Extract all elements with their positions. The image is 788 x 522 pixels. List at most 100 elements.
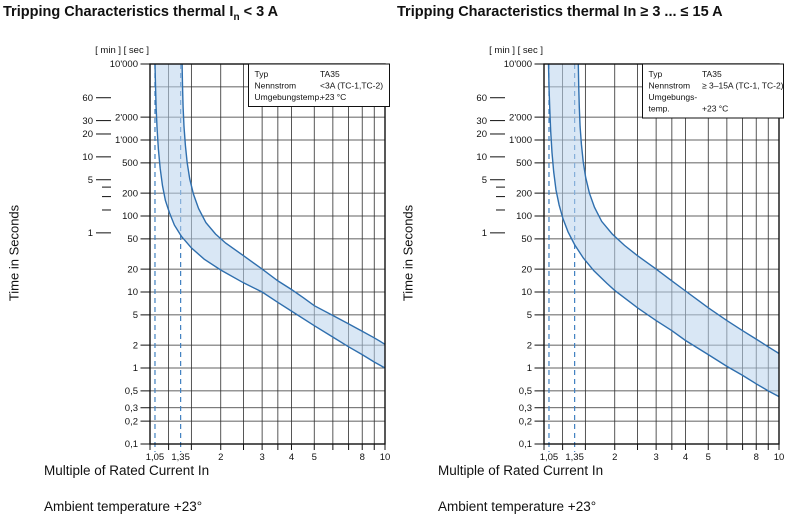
y-tick-label-min: 1: [482, 228, 487, 239]
legend-value: TA35: [320, 69, 340, 79]
x-tick-label: 10: [774, 452, 785, 463]
legend-label: Nennstrom: [255, 81, 297, 91]
y-tick-label-sec: 5: [527, 310, 532, 321]
y-tick-label-sec: 0,2: [519, 416, 532, 427]
y-tick-label-min: 30: [82, 116, 93, 127]
grid: [149, 63, 386, 445]
legend-label: Nennstrom: [649, 81, 691, 91]
trip-curve-min-trip-time: [547, 63, 780, 398]
y-tick-label-sec: 0,1: [519, 439, 532, 450]
x-tick-label: 4: [683, 452, 688, 463]
y-tick-label-min: 20: [476, 129, 487, 140]
y-tick-label-sec: 2'000: [115, 112, 138, 123]
x-tick-label: 1,05: [146, 452, 165, 463]
x-tick-label: 1,05: [540, 452, 559, 463]
chart-title-text: Tripping Characteristics thermal I: [3, 4, 234, 20]
y-tick-label-sec: 2: [527, 340, 532, 351]
x-tick-label: 8: [754, 452, 759, 463]
y-tick-label-sec: 100: [516, 211, 532, 222]
y-tick-label-min: 10: [82, 152, 93, 163]
x-axis-label: Multiple of Rated Current In: [438, 463, 604, 478]
ambient-temperature-note: Ambient temperature +23°: [438, 499, 597, 514]
unit-header: [ min ] [ sec ]: [489, 45, 543, 56]
tolerance-band: [155, 64, 385, 368]
y-tick-label-min: 5: [482, 175, 487, 186]
y-tick-label-min: 20: [82, 129, 93, 140]
y-tick-label-sec: 1'000: [509, 135, 532, 146]
x-tick-label: 4: [289, 452, 294, 463]
y-tick-label-sec: 0,5: [125, 386, 138, 397]
y-tick-label-sec: 100: [122, 211, 138, 222]
y-tick-label-sec: 50: [521, 234, 532, 245]
x-axis: 1,05 1,35 2 3 4 5 8 10: [540, 444, 785, 463]
y-tick-label-sec: 2'000: [509, 112, 532, 123]
x-tick-label: 3: [259, 452, 264, 463]
y-tick-label-sec: 10'000: [110, 59, 138, 70]
x-tick-label: 2: [218, 452, 223, 463]
y-axis-seconds: 10'000 2'000 1'000 500 200 100 50 20 10 5 2 1 0,5 0,3…: [504, 59, 544, 450]
y-tick-label-sec: 500: [516, 158, 532, 169]
y-axis-minutes: 60 30 20 10 5 1: [82, 93, 111, 239]
y-tick-label-sec: 2: [133, 340, 138, 351]
y-axis-label: Time in Seconds: [6, 204, 22, 302]
y-tick-label-sec: 20: [127, 264, 138, 275]
chart-title: Tripping Characteristics thermal In ≥ 3 …: [397, 4, 723, 23]
legend-label: Typ: [649, 69, 663, 79]
trip-curve-max-trip-time: [181, 63, 386, 345]
ambient-temperature-note: Ambient temperature +23°: [44, 499, 203, 514]
legend-box: [642, 63, 784, 119]
trip-curve-min-trip-time: [154, 63, 386, 369]
y-tick-label-sec: 50: [127, 234, 138, 245]
y-axis-label: Time in Seconds: [400, 204, 416, 302]
legend: Typ TA35 Nennstrom ≥ 3–15A (TC-1, TC-2) Umge…: [642, 63, 784, 119]
chart-title-text: Tripping Characteristics thermal In ≥ 3 …: [397, 4, 723, 20]
legend-value: <3A (TC-1,TC-2): [320, 81, 383, 91]
y-axis-minutes: 60 30 20 10 5 1: [476, 93, 505, 239]
y-tick-label-min: 1: [88, 228, 93, 239]
plot-frame: [149, 63, 386, 445]
y-tick-label-sec: 0,3: [519, 403, 532, 414]
y-tick-label-sec: 0,1: [125, 439, 138, 450]
x-tick-label: 10: [380, 452, 391, 463]
chart-title-subscript: n: [233, 11, 240, 23]
trip-curve-chart: 10'000 2'000 1'000 500 200 100 50 20 10 5 2 1 0,5 0,3…: [476, 45, 785, 463]
y-tick-label-sec: 0,2: [125, 416, 138, 427]
unit-header: [ min ] [ sec ]: [95, 45, 149, 56]
legend-label: temp.: [649, 104, 670, 114]
y-tick-label-sec: 10'000: [504, 59, 532, 70]
x-tick-label: 8: [360, 452, 365, 463]
x-tick-label: 2: [612, 452, 617, 463]
y-tick-label-sec: 1: [527, 363, 532, 374]
y-tick-label-sec: 0,5: [519, 386, 532, 397]
x-axis: 1,05 1,35 2 3 4 5 8 10: [146, 444, 391, 463]
x-axis-label: Multiple of Rated Current In: [44, 463, 210, 478]
legend-label: Typ: [255, 69, 269, 79]
y-tick-label-min: 30: [476, 116, 487, 127]
x-tick-label: 1,35: [171, 452, 190, 463]
y-tick-label-sec: 1'000: [115, 135, 138, 146]
y-tick-label-min: 5: [88, 175, 93, 186]
tolerance-band: [548, 64, 779, 397]
chart-block-right: Tripping Characteristics thermal In ≥ 3 …: [394, 0, 788, 522]
chart-title: Tripping Characteristics thermal In < 3 …: [3, 4, 278, 23]
trip-curve-chart: 10'000 2'000 1'000 500 200 100 50 20 10 5 2 1 0,5 0,3…: [82, 45, 391, 463]
trip-curve-max-trip-time: [577, 63, 780, 355]
y-axis-seconds: 10'000 2'000 1'000 500 200 100 50 20 10 5 2 1 0,5 0,3…: [110, 59, 150, 450]
legend-value: TA35: [702, 69, 722, 79]
x-tick-label: 5: [706, 452, 711, 463]
y-tick-label-sec: 0,3: [125, 403, 138, 414]
y-tick-label-sec: 10: [521, 287, 532, 298]
legend-label: Umgebungstemp.: [255, 92, 322, 102]
legend-value: +23 °C: [320, 92, 346, 102]
y-tick-label-sec: 200: [122, 188, 138, 199]
y-tick-label-sec: 10: [127, 287, 138, 298]
legend-box: [248, 63, 390, 107]
x-tick-label: 5: [312, 452, 317, 463]
legend-value: +23 °C: [702, 104, 728, 114]
y-tick-label-sec: 5: [133, 310, 138, 321]
x-tick-label: 1,35: [565, 452, 584, 463]
y-tick-label-sec: 500: [122, 158, 138, 169]
x-tick-label: 3: [653, 452, 658, 463]
y-tick-label-min: 60: [476, 93, 487, 104]
